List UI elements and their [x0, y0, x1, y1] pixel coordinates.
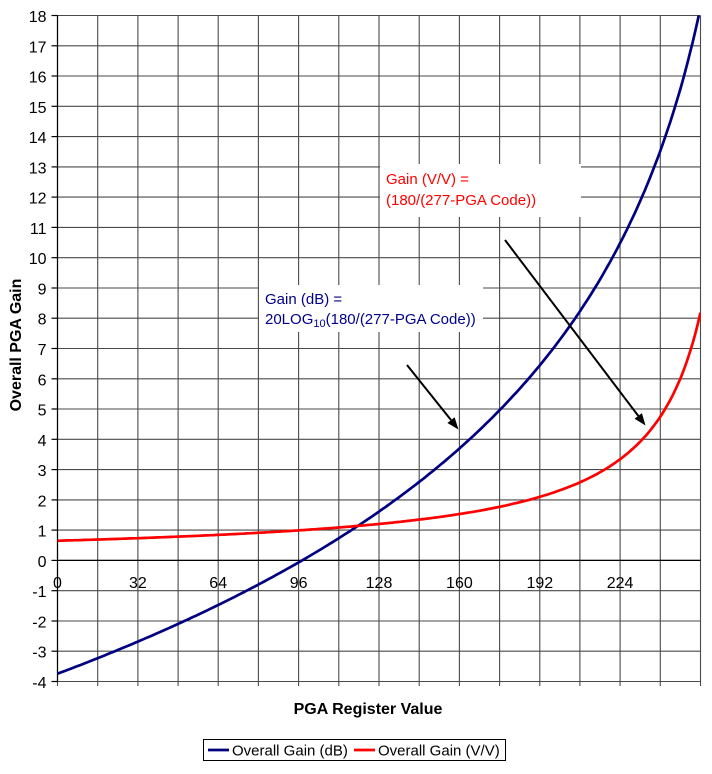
svg-text:96: 96	[290, 575, 308, 592]
svg-text:32: 32	[129, 575, 147, 592]
svg-text:3: 3	[38, 463, 47, 480]
svg-text:Overall Gain (V/V): Overall Gain (V/V)	[378, 743, 500, 760]
svg-text:8: 8	[38, 312, 47, 329]
svg-text:17: 17	[29, 39, 47, 56]
svg-text:14: 14	[29, 130, 47, 147]
svg-text:-3: -3	[32, 645, 46, 662]
svg-text:(180/(277-PGA Code)): (180/(277-PGA Code))	[386, 192, 536, 209]
svg-text:16: 16	[29, 70, 47, 87]
svg-text:10: 10	[29, 251, 47, 268]
svg-text:18: 18	[29, 9, 47, 26]
svg-text:6: 6	[38, 372, 47, 389]
svg-text:128: 128	[366, 575, 393, 592]
svg-text:Gain (V/V) =: Gain (V/V) =	[386, 171, 469, 188]
svg-text:13: 13	[29, 160, 47, 177]
svg-text:4: 4	[38, 433, 47, 450]
svg-text:PGA Register Value: PGA Register Value	[294, 701, 443, 718]
svg-text:Gain (dB) =: Gain (dB) =	[265, 291, 342, 308]
svg-text:192: 192	[526, 575, 553, 592]
svg-text:64: 64	[209, 575, 227, 592]
svg-text:11: 11	[30, 221, 47, 238]
svg-text:Overall PGA Gain: Overall PGA Gain	[8, 279, 25, 412]
svg-text:Overall Gain (dB): Overall Gain (dB)	[232, 743, 348, 760]
svg-text:20LOG10(180/(277-PGA Code)): 20LOG10(180/(277-PGA Code))	[265, 311, 476, 330]
svg-text:9: 9	[38, 282, 47, 299]
svg-text:1: 1	[38, 524, 47, 541]
svg-text:0: 0	[53, 575, 62, 592]
svg-text:224: 224	[607, 575, 634, 592]
svg-text:2: 2	[38, 493, 47, 510]
svg-text:5: 5	[38, 403, 47, 420]
svg-text:12: 12	[29, 191, 47, 208]
svg-text:-1: -1	[32, 584, 46, 601]
svg-text:0: 0	[38, 554, 47, 571]
svg-text:7: 7	[38, 342, 47, 359]
svg-text:-4: -4	[32, 675, 46, 692]
svg-text:160: 160	[446, 575, 473, 592]
svg-text:15: 15	[29, 100, 47, 117]
svg-text:-2: -2	[32, 615, 46, 632]
